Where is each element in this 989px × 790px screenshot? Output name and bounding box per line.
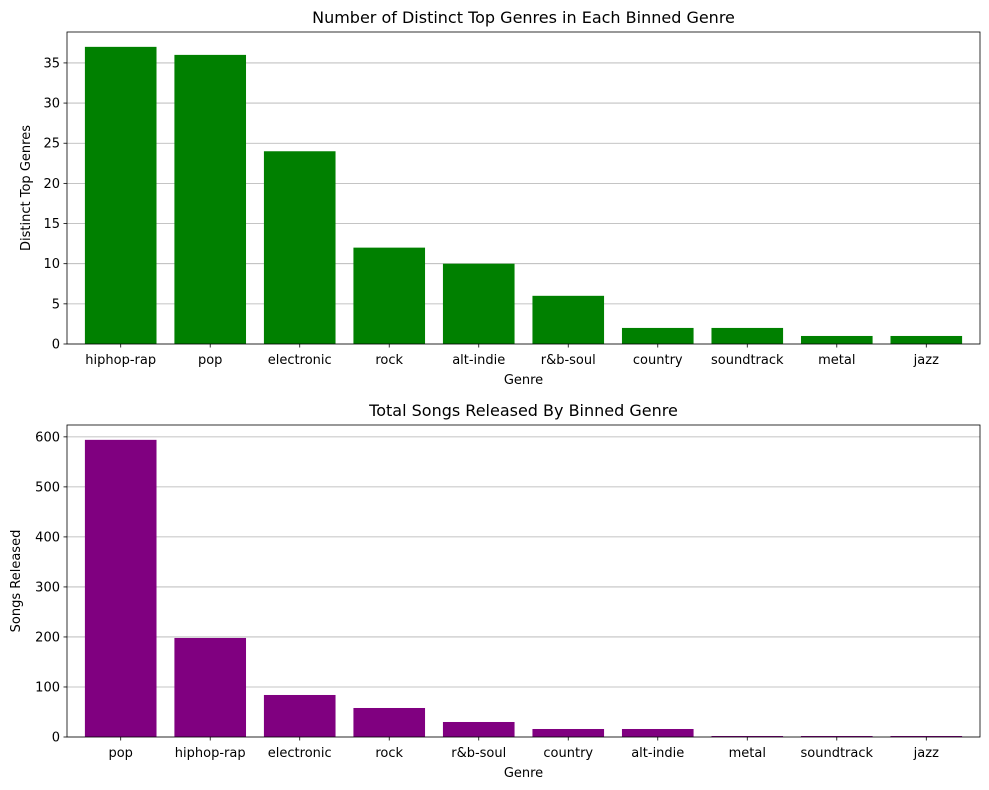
- distinct-ytick-label: 15: [43, 217, 60, 232]
- songs-xtick-label: alt-indie: [631, 746, 684, 761]
- songs-y-axis-label: Songs Released: [9, 530, 24, 633]
- distinct-xtick-label: country: [633, 353, 683, 368]
- songs-bar-7: [711, 735, 784, 737]
- distinct-bar-9: [890, 335, 963, 344]
- distinct-xtick-label: metal: [818, 353, 855, 368]
- distinct-ytick-label: 0: [52, 338, 60, 353]
- songs-chart-title: Total Songs Released By Binned Genre: [368, 401, 678, 420]
- distinct-ytick-label: 35: [43, 56, 60, 71]
- songs-bar-8: [800, 735, 873, 737]
- distinct-bar-2: [263, 151, 336, 344]
- songs-xtick-label: electronic: [268, 746, 332, 761]
- songs-ytick-label: 400: [35, 530, 60, 545]
- songs-ytick-label: 300: [35, 580, 60, 595]
- distinct-chart-title: Number of Distinct Top Genres in Each Bi…: [312, 8, 735, 27]
- songs-xtick-label: jazz: [913, 746, 939, 761]
- distinct-bar-0: [84, 46, 157, 344]
- songs-xtick-label: hiphop-rap: [175, 746, 246, 761]
- distinct-bar-8: [800, 335, 873, 344]
- songs-ytick-label: 600: [35, 430, 60, 445]
- songs-bar-5: [532, 728, 605, 737]
- distinct-bar-4: [442, 263, 515, 344]
- songs-ytick-label: 200: [35, 630, 60, 645]
- distinct-xtick-label: r&b-soul: [541, 353, 596, 368]
- songs-xtick-label: country: [543, 746, 593, 761]
- songs-xtick-label: soundtrack: [801, 746, 874, 761]
- distinct-ytick-label: 5: [52, 297, 60, 312]
- distinct-xtick-label: alt-indie: [452, 353, 505, 368]
- distinct-xtick-label: jazz: [913, 353, 939, 368]
- chart-total-songs-released: 0 100 200 300 400 500 600 pop hiphop-rap electron…: [9, 401, 981, 781]
- songs-x-axis-label: Genre: [504, 766, 543, 781]
- distinct-xtick-label: soundtrack: [711, 353, 784, 368]
- distinct-bar-3: [353, 247, 426, 344]
- songs-ytick-label: 0: [52, 731, 60, 746]
- distinct-xtick-label: hiphop-rap: [85, 353, 156, 368]
- distinct-ytick-label: 25: [43, 137, 60, 152]
- songs-ytick-label: 500: [35, 480, 60, 495]
- distinct-bar-7: [711, 327, 784, 344]
- songs-xtick-label: pop: [108, 746, 132, 761]
- songs-axes-frame: [66, 424, 981, 738]
- songs-bar-4: [442, 721, 515, 737]
- distinct-ytick-label: 30: [43, 97, 60, 112]
- songs-bar-6: [621, 728, 694, 737]
- distinct-ytick-label: 10: [43, 257, 60, 272]
- chart-distinct-top-genres: 0 5 10 15 20 25 30 35 hiphop-rap pop electronic roc…: [19, 8, 981, 388]
- distinct-axes-frame: [66, 31, 981, 345]
- distinct-bar-6: [621, 327, 694, 344]
- songs-bar-0: [84, 439, 157, 737]
- songs-ytick-label: 100: [35, 680, 60, 695]
- distinct-ytick-label: 20: [43, 177, 60, 192]
- songs-bar-3: [353, 707, 426, 737]
- songs-xtick-label: metal: [729, 746, 766, 761]
- songs-xtick-label: r&b-soul: [451, 746, 506, 761]
- distinct-xtick-label: pop: [198, 353, 222, 368]
- distinct-y-axis-label: Distinct Top Genres: [19, 125, 34, 251]
- distinct-xtick-label: electronic: [268, 353, 332, 368]
- songs-bar-1: [174, 637, 247, 737]
- distinct-x-axis-label: Genre: [504, 373, 543, 388]
- distinct-bar-5: [532, 295, 605, 344]
- distinct-bar-1: [174, 54, 247, 344]
- distinct-xtick-label: rock: [375, 353, 403, 368]
- songs-xtick-label: rock: [375, 746, 403, 761]
- songs-bar-9: [890, 735, 963, 737]
- songs-bar-2: [263, 694, 336, 737]
